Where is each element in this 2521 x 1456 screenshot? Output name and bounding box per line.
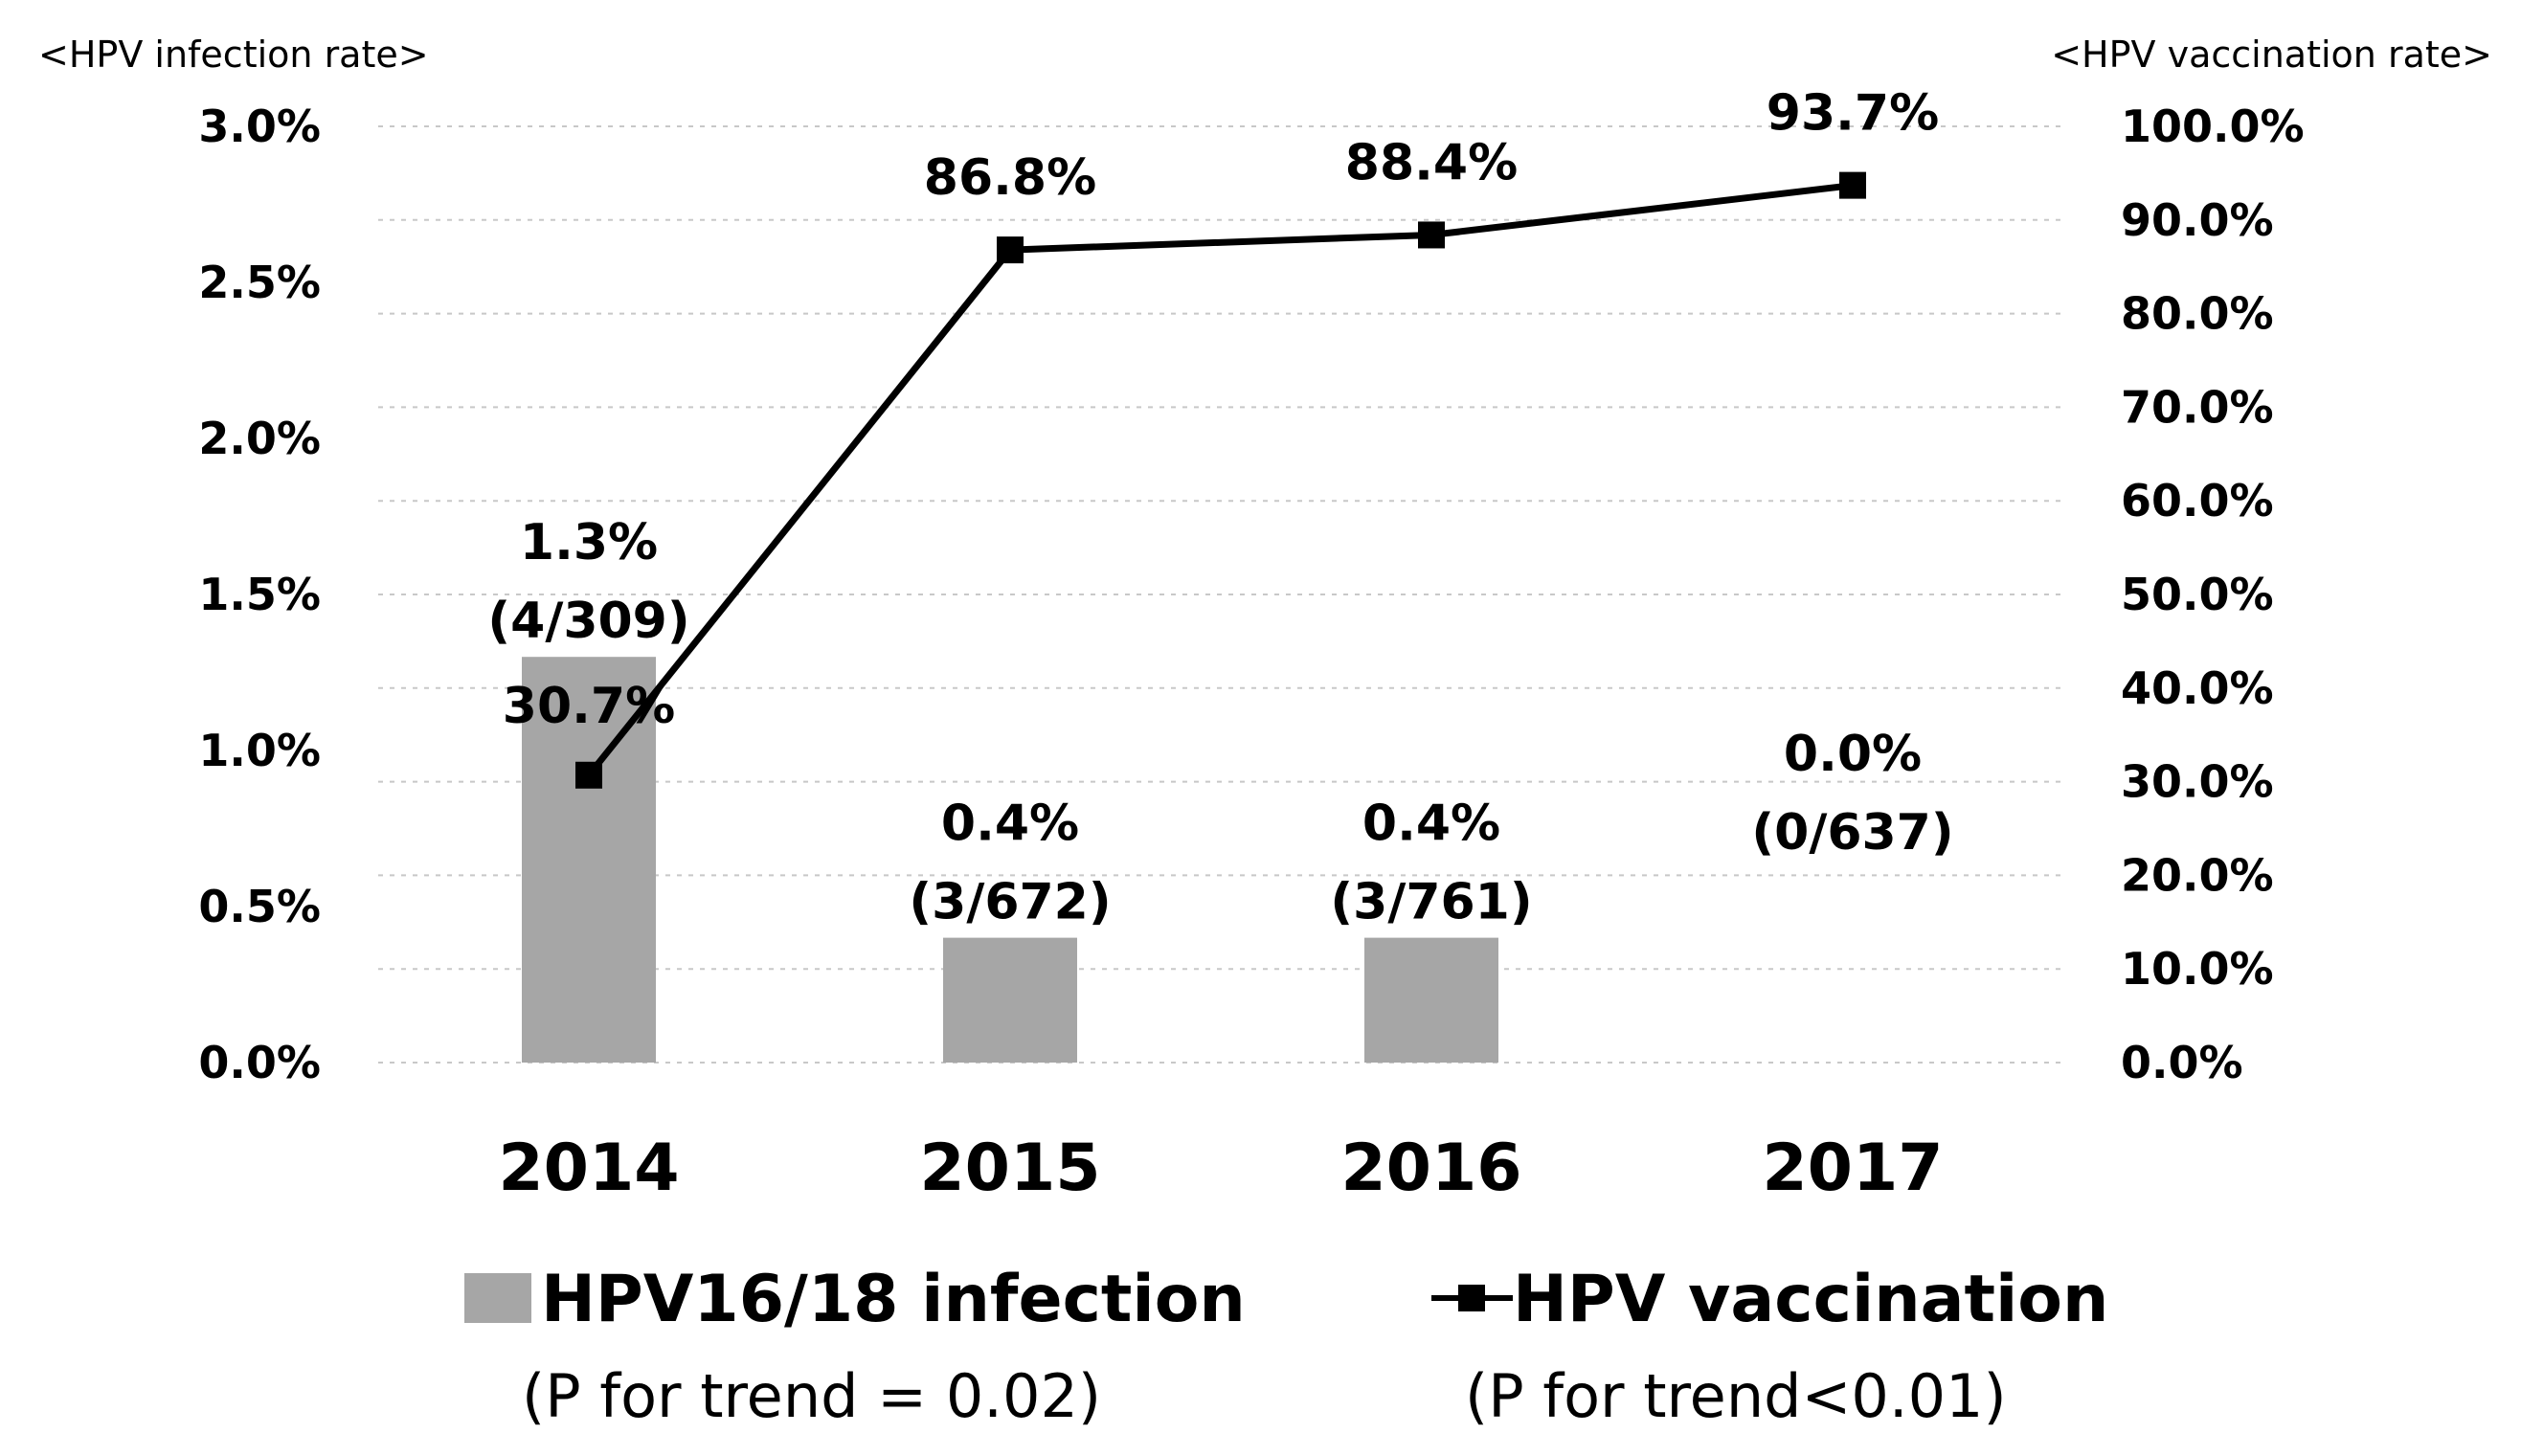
line-series [575, 171, 1866, 789]
left-tick-label: 0.5% [198, 881, 321, 932]
right-tick-label: 80.0% [2121, 288, 2274, 340]
legend-line-note: (P for trend<0.01) [1465, 1361, 2007, 1431]
bar [943, 937, 1077, 1063]
right-tick-label: 90.0% [2121, 194, 2274, 246]
category-label: 2015 [919, 1131, 1100, 1206]
left-tick-label: 3.0% [198, 101, 321, 152]
left-tick-label: 1.5% [198, 569, 321, 620]
bar-value-label: 0.4% [1362, 795, 1500, 853]
right-tick-label: 50.0% [2121, 569, 2274, 620]
bar-value-label: 0.4% [941, 795, 1079, 853]
line-value-label: 86.8% [924, 149, 1096, 207]
legend-bar-swatch [464, 1273, 531, 1323]
category-label: 2017 [1762, 1131, 1943, 1206]
line-marker [997, 236, 1024, 264]
left-tick-label: 2.5% [198, 257, 321, 308]
right-tick-label: 30.0% [2121, 756, 2274, 808]
right-tick-label: 70.0% [2121, 381, 2274, 433]
left-tick-label: 0.0% [198, 1037, 321, 1088]
legend-bar-note: (P for trend = 0.02) [522, 1361, 1101, 1431]
line-value-label: 93.7% [1767, 85, 1939, 143]
bar-value-label: 1.3% [520, 514, 658, 571]
line-marker [1418, 221, 1445, 249]
right-tick-label: 0.0% [2121, 1037, 2243, 1088]
legend-bar-label: HPV16/18 infection [541, 1262, 1246, 1337]
bar-count-label: (3/672) [909, 874, 1111, 931]
legend-line-label: HPV vaccination [1513, 1262, 2108, 1337]
line-marker [575, 761, 602, 789]
line-value-label: 88.4% [1345, 134, 1518, 191]
legend: HPV16/18 infection (P for trend = 0.02) … [464, 1262, 2108, 1431]
gridlines [378, 125, 2063, 1064]
bar-value-label: 0.0% [1784, 726, 1922, 783]
right-tick-label: 40.0% [2121, 662, 2274, 714]
right-tick-label: 60.0% [2121, 475, 2274, 526]
line-marker [1839, 171, 1866, 199]
left-axis-title: <HPV infection rate> [38, 34, 429, 76]
axes: 0.0% 0.5% 1.0% 1.5% 2.0% 2.5% 3.0% 0.0% 10.0% 20.… [198, 101, 2304, 1206]
right-tick-label: 100.0% [2121, 101, 2305, 152]
line-value-label: 30.7% [503, 678, 675, 735]
right-axis-title: <HPV vaccination rate> [2051, 34, 2492, 76]
bar-series [522, 657, 1498, 1063]
bar [1364, 937, 1498, 1063]
bar-count-label: (4/309) [487, 593, 689, 650]
vaccination-line [586, 182, 1854, 777]
left-tick-label: 2.0% [198, 413, 321, 464]
left-tick-label: 1.0% [198, 725, 321, 776]
bar-count-label: (3/761) [1330, 874, 1532, 931]
right-tick-label: 10.0% [2121, 943, 2274, 995]
right-tick-label: 20.0% [2121, 849, 2274, 901]
category-label: 2016 [1340, 1131, 1521, 1206]
bar-count-label: (0/637) [1751, 804, 1953, 862]
category-label: 2014 [498, 1131, 679, 1206]
legend-line-marker [1458, 1285, 1485, 1311]
data-labels: 1.3% (4/309) 0.4% (3/672) 0.4% (3/761) 0.0% (0/… [487, 85, 1953, 931]
